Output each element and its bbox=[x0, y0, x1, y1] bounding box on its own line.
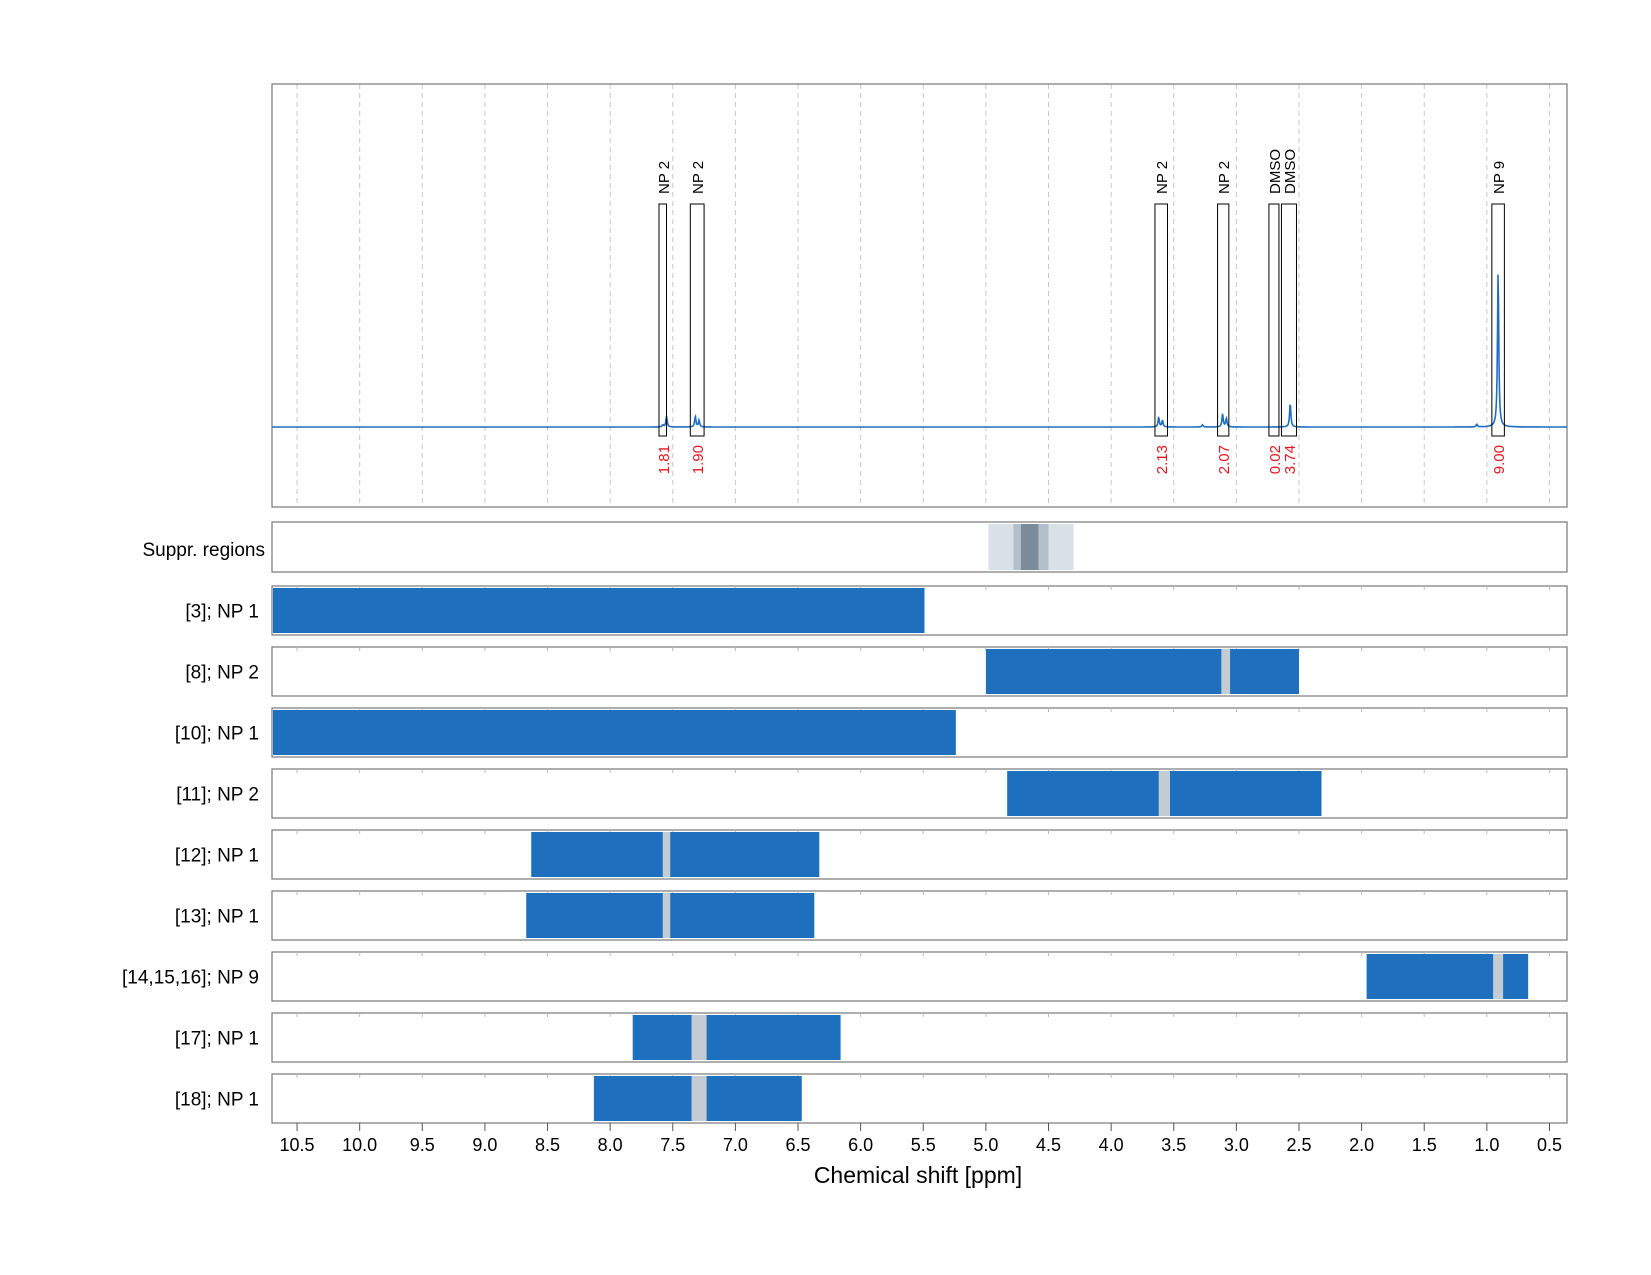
row-label-0: [3]; NP 1 bbox=[185, 602, 259, 623]
integral-value-3: 2.07 bbox=[1216, 445, 1233, 474]
x-tick-label-11: 5.0 bbox=[973, 1135, 998, 1155]
suppressed-frame bbox=[271, 521, 1568, 573]
x-tick-label-1: 10.0 bbox=[342, 1135, 377, 1155]
row-frame-3 bbox=[271, 768, 1568, 819]
integral-box-6 bbox=[1491, 203, 1505, 437]
range-gap-5-0 bbox=[662, 893, 671, 938]
range-bar-1 bbox=[985, 649, 1299, 694]
panel-frames bbox=[271, 83, 1568, 1124]
x-tick-label-9: 6.0 bbox=[848, 1135, 873, 1155]
x-axis: 10.5 10.0 9.5 9.0 8.5 8.0 7.5 7.0 6.5 6.0 5.5 5.0 4.… bbox=[280, 1123, 1562, 1155]
x-tick-label-3: 9.0 bbox=[472, 1135, 497, 1155]
x-tick-label-5: 8.0 bbox=[598, 1135, 623, 1155]
integral-label-0: NP 2 bbox=[656, 161, 673, 194]
suppressed-region-2 bbox=[1020, 524, 1039, 570]
suppressed-regions-panel bbox=[988, 524, 1074, 570]
integral-value-1: 1.90 bbox=[690, 445, 707, 474]
integral-value-5: 3.74 bbox=[1282, 445, 1299, 474]
row-label-6: [14,15,16]; NP 9 bbox=[122, 968, 259, 989]
integral-box-3 bbox=[1217, 203, 1230, 437]
x-tick-label-10: 5.5 bbox=[911, 1135, 936, 1155]
row-frame-5 bbox=[271, 890, 1568, 941]
x-tick-label-7: 7.0 bbox=[723, 1135, 748, 1155]
integral-box-4 bbox=[1268, 203, 1280, 437]
range-gap-7-0 bbox=[691, 1015, 707, 1060]
row-label-2: [10]; NP 1 bbox=[175, 724, 259, 745]
x-axis-label: Chemical shift [ppm] bbox=[814, 1162, 1022, 1188]
range-bar-4 bbox=[531, 832, 820, 877]
integral-label-3: NP 2 bbox=[1216, 161, 1233, 194]
integral-label-2: NP 2 bbox=[1154, 161, 1171, 194]
range-bar-6 bbox=[1366, 954, 1529, 999]
integral-label-6: NP 9 bbox=[1491, 161, 1508, 194]
spectrum-layer bbox=[272, 274, 1567, 428]
grid-layer bbox=[296, 84, 1550, 507]
range-gap-8-0 bbox=[691, 1076, 707, 1121]
integral-label-1: NP 2 bbox=[690, 161, 707, 194]
row-frame-8 bbox=[271, 1073, 1568, 1124]
x-tick-label-4: 8.5 bbox=[535, 1135, 560, 1155]
range-gap-6-0 bbox=[1493, 954, 1504, 999]
x-tick-label-8: 6.5 bbox=[785, 1135, 810, 1155]
x-tick-label-12: 4.5 bbox=[1036, 1135, 1061, 1155]
integral-value-2: 2.13 bbox=[1154, 445, 1171, 474]
integral-box-0 bbox=[658, 203, 668, 437]
range-bar-0 bbox=[273, 588, 925, 633]
row-frame-1 bbox=[271, 646, 1568, 697]
range-gap-3-0 bbox=[1158, 771, 1170, 816]
range-gap-1-0 bbox=[1221, 649, 1231, 694]
integral-box-5 bbox=[1280, 203, 1297, 437]
integral-value-0: 1.81 bbox=[656, 445, 673, 474]
row-label-8: [18]; NP 1 bbox=[175, 1090, 259, 1111]
row-label-5: [13]; NP 1 bbox=[175, 907, 259, 928]
row-frame-4 bbox=[271, 829, 1568, 880]
x-tick-label-14: 3.5 bbox=[1161, 1135, 1186, 1155]
integral-label-5: DMSO bbox=[1282, 149, 1299, 194]
x-tick-label-15: 3.0 bbox=[1224, 1135, 1249, 1155]
integral-box-2 bbox=[1154, 203, 1168, 437]
spectrum-line bbox=[272, 274, 1567, 428]
x-tick-label-17: 2.0 bbox=[1349, 1135, 1374, 1155]
x-tick-label-16: 2.5 bbox=[1286, 1135, 1311, 1155]
integral-box-1 bbox=[689, 203, 705, 437]
range-rows: [3]; NP 1 [8]; NP 2 [10]; NP 1 [11]; NP 2 [1… bbox=[122, 588, 1529, 1121]
row-label-1: [8]; NP 2 bbox=[185, 663, 259, 684]
row-label-3: [11]; NP 2 bbox=[176, 785, 259, 806]
range-bar-2 bbox=[273, 710, 956, 755]
integral-value-6: 9.00 bbox=[1491, 445, 1508, 474]
row-frame-6 bbox=[271, 951, 1568, 1002]
integral-label-4: DMSO bbox=[1267, 149, 1284, 194]
x-tick-label-6: 7.5 bbox=[660, 1135, 685, 1155]
x-tick-label-2: 9.5 bbox=[410, 1135, 435, 1155]
integral-layer: NP 2 1.81 NP 2 1.90 NP 2 2.13 NP 2 2.07 DMSO 0.02… bbox=[656, 149, 1508, 474]
range-gap-4-0 bbox=[662, 832, 671, 877]
x-tick-label-20: 0.5 bbox=[1537, 1135, 1562, 1155]
row-label-4: [12]; NP 1 bbox=[175, 846, 259, 867]
range-bar-7 bbox=[632, 1015, 841, 1060]
x-tick-label-13: 4.0 bbox=[1099, 1135, 1124, 1155]
row-frame-7 bbox=[271, 1012, 1568, 1063]
x-tick-label-19: 1.0 bbox=[1474, 1135, 1499, 1155]
x-tick-label-18: 1.5 bbox=[1412, 1135, 1437, 1155]
integral-value-4: 0.02 bbox=[1267, 445, 1284, 474]
x-tick-label-0: 10.5 bbox=[280, 1135, 315, 1155]
spectrum-frame bbox=[271, 83, 1568, 508]
row-label-7: [17]; NP 1 bbox=[175, 1029, 259, 1050]
suppressed-regions-label: Suppr. regions bbox=[142, 540, 265, 561]
